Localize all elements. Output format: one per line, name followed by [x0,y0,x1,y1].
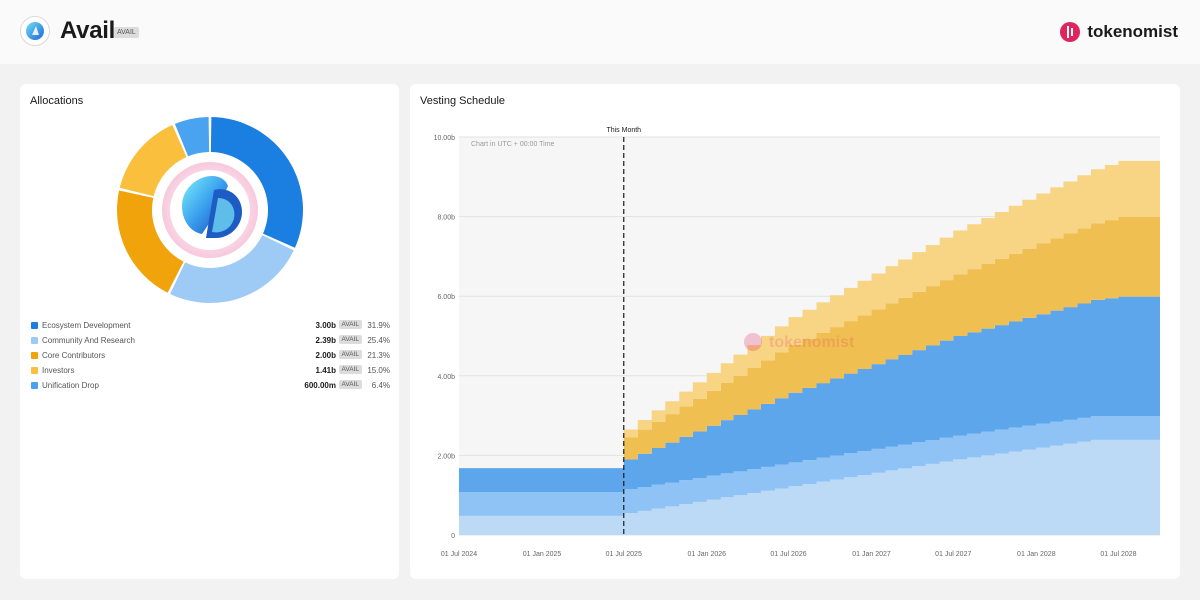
legend-row-unification-drop[interactable]: Unification Drop 600.00m AVAIL 6.4% [31,380,390,395]
vesting-chart: tokenomist This Month 0 2.00b 4.00b 6.00b 8.… [434,127,1160,558]
allocations-card: Allocations Ecosystem Development 3.00b AV… [20,84,399,579]
legend-percent: 21.3% [367,351,390,360]
chart-watermark: tokenomist [744,333,855,351]
legend-row-core-contributors[interactable]: Core Contributors 2.00b AVAIL 21.3% [31,350,390,365]
tokenomist-logo-icon [1060,22,1081,42]
this-month-label: This Month [606,127,641,134]
legend-amount: 600.00m [304,381,336,390]
legend-unit-badge: AVAIL [338,380,362,389]
x-tick-label: 01 Jul 2024 [441,551,477,558]
allocations-legend: Ecosystem Development 3.00b AVAIL 31.9% Comm… [31,320,390,395]
legend-swatch [31,337,38,344]
donut-slice-investors[interactable] [119,124,187,197]
y-tick-label: 8.00b [437,215,455,222]
chart-time-note: Chart in UTC + 00:00 Time [471,141,555,148]
ticker-badge: AVAIL [114,27,139,38]
area-community-and-research[interactable] [459,439,1160,535]
y-tick-label: 0 [451,533,455,540]
legend-unit-badge: AVAIL [338,320,362,329]
legend-amount: 3.00b [315,321,336,330]
legend-name: Investors [42,366,75,375]
legend-name: Core Contributors [42,351,106,360]
legend-percent: 31.9% [367,321,390,330]
donut-slice-community-and-research[interactable] [170,235,294,303]
x-tick-label: 01 Jul 2027 [935,551,971,558]
x-tick-label: 01 Jul 2028 [1100,551,1136,558]
avail-logo-icon [20,16,50,46]
x-tick-label: 01 Jan 2025 [523,551,562,558]
legend-amount: 2.00b [315,351,336,360]
brand-logo[interactable]: tokenomist [1059,21,1178,43]
legend-amount: 2.39b [315,336,336,345]
y-tick-label: 4.00b [437,374,455,381]
legend-percent: 25.4% [367,336,390,345]
donut-slice-unification-drop[interactable] [174,117,210,157]
legend-name: Unification Drop [42,381,99,390]
area-core-contributors[interactable] [459,216,1160,469]
area-unification-drop[interactable] [459,415,1160,516]
x-tick-label: 01 Jul 2026 [770,551,806,558]
legend-swatch [31,322,38,329]
token-name: Avail [60,17,115,44]
x-tick-label: 01 Jan 2026 [688,551,727,558]
legend-percent: 6.4% [371,381,390,390]
legend-row-investors[interactable]: Investors 1.41b AVAIL 15.0% [31,365,390,380]
legend-swatch [31,367,38,374]
y-tick-label: 10.00b [434,135,456,142]
legend-amount: 1.41b [315,366,336,375]
top-bar: Avail AVAIL tokenomist [0,0,1200,64]
legend-percent: 15.0% [367,366,390,375]
donut-slice-ecosystem-development[interactable] [210,117,303,248]
legend-unit-badge: AVAIL [338,350,362,359]
brand-name: tokenomist [1087,22,1178,41]
legend-name: Ecosystem Development [42,321,131,330]
allocations-donut-chart [117,117,303,303]
legend-swatch [31,352,38,359]
y-tick-label: 6.00b [437,294,455,301]
avail-center-icon [182,176,242,238]
area-investors[interactable] [459,160,1160,469]
allocations-title: Allocations [30,95,84,107]
legend-row-community-and-research[interactable]: Community And Research 2.39b AVAIL 25.4% [31,335,390,350]
area-ecosystem-development[interactable] [459,296,1160,493]
x-tick-label: 01 Jan 2028 [1017,551,1056,558]
legend-name: Community And Research [42,336,135,345]
legend-unit-badge: AVAIL [338,335,362,344]
legend-row-ecosystem-development[interactable]: Ecosystem Development 3.00b AVAIL 31.9% [31,320,390,335]
y-tick-label: 2.00b [437,453,455,460]
vesting-card: Vesting Schedule tokenomist This Month 0… [410,84,1180,579]
x-tick-label: 01 Jan 2027 [852,551,891,558]
x-tick-label: 01 Jul 2025 [606,551,642,558]
legend-swatch [31,382,38,389]
vesting-title: Vesting Schedule [420,95,506,107]
legend-unit-badge: AVAIL [338,365,362,374]
donut-slice-core-contributors[interactable] [117,190,184,293]
watermark-text: tokenomist [769,334,855,351]
